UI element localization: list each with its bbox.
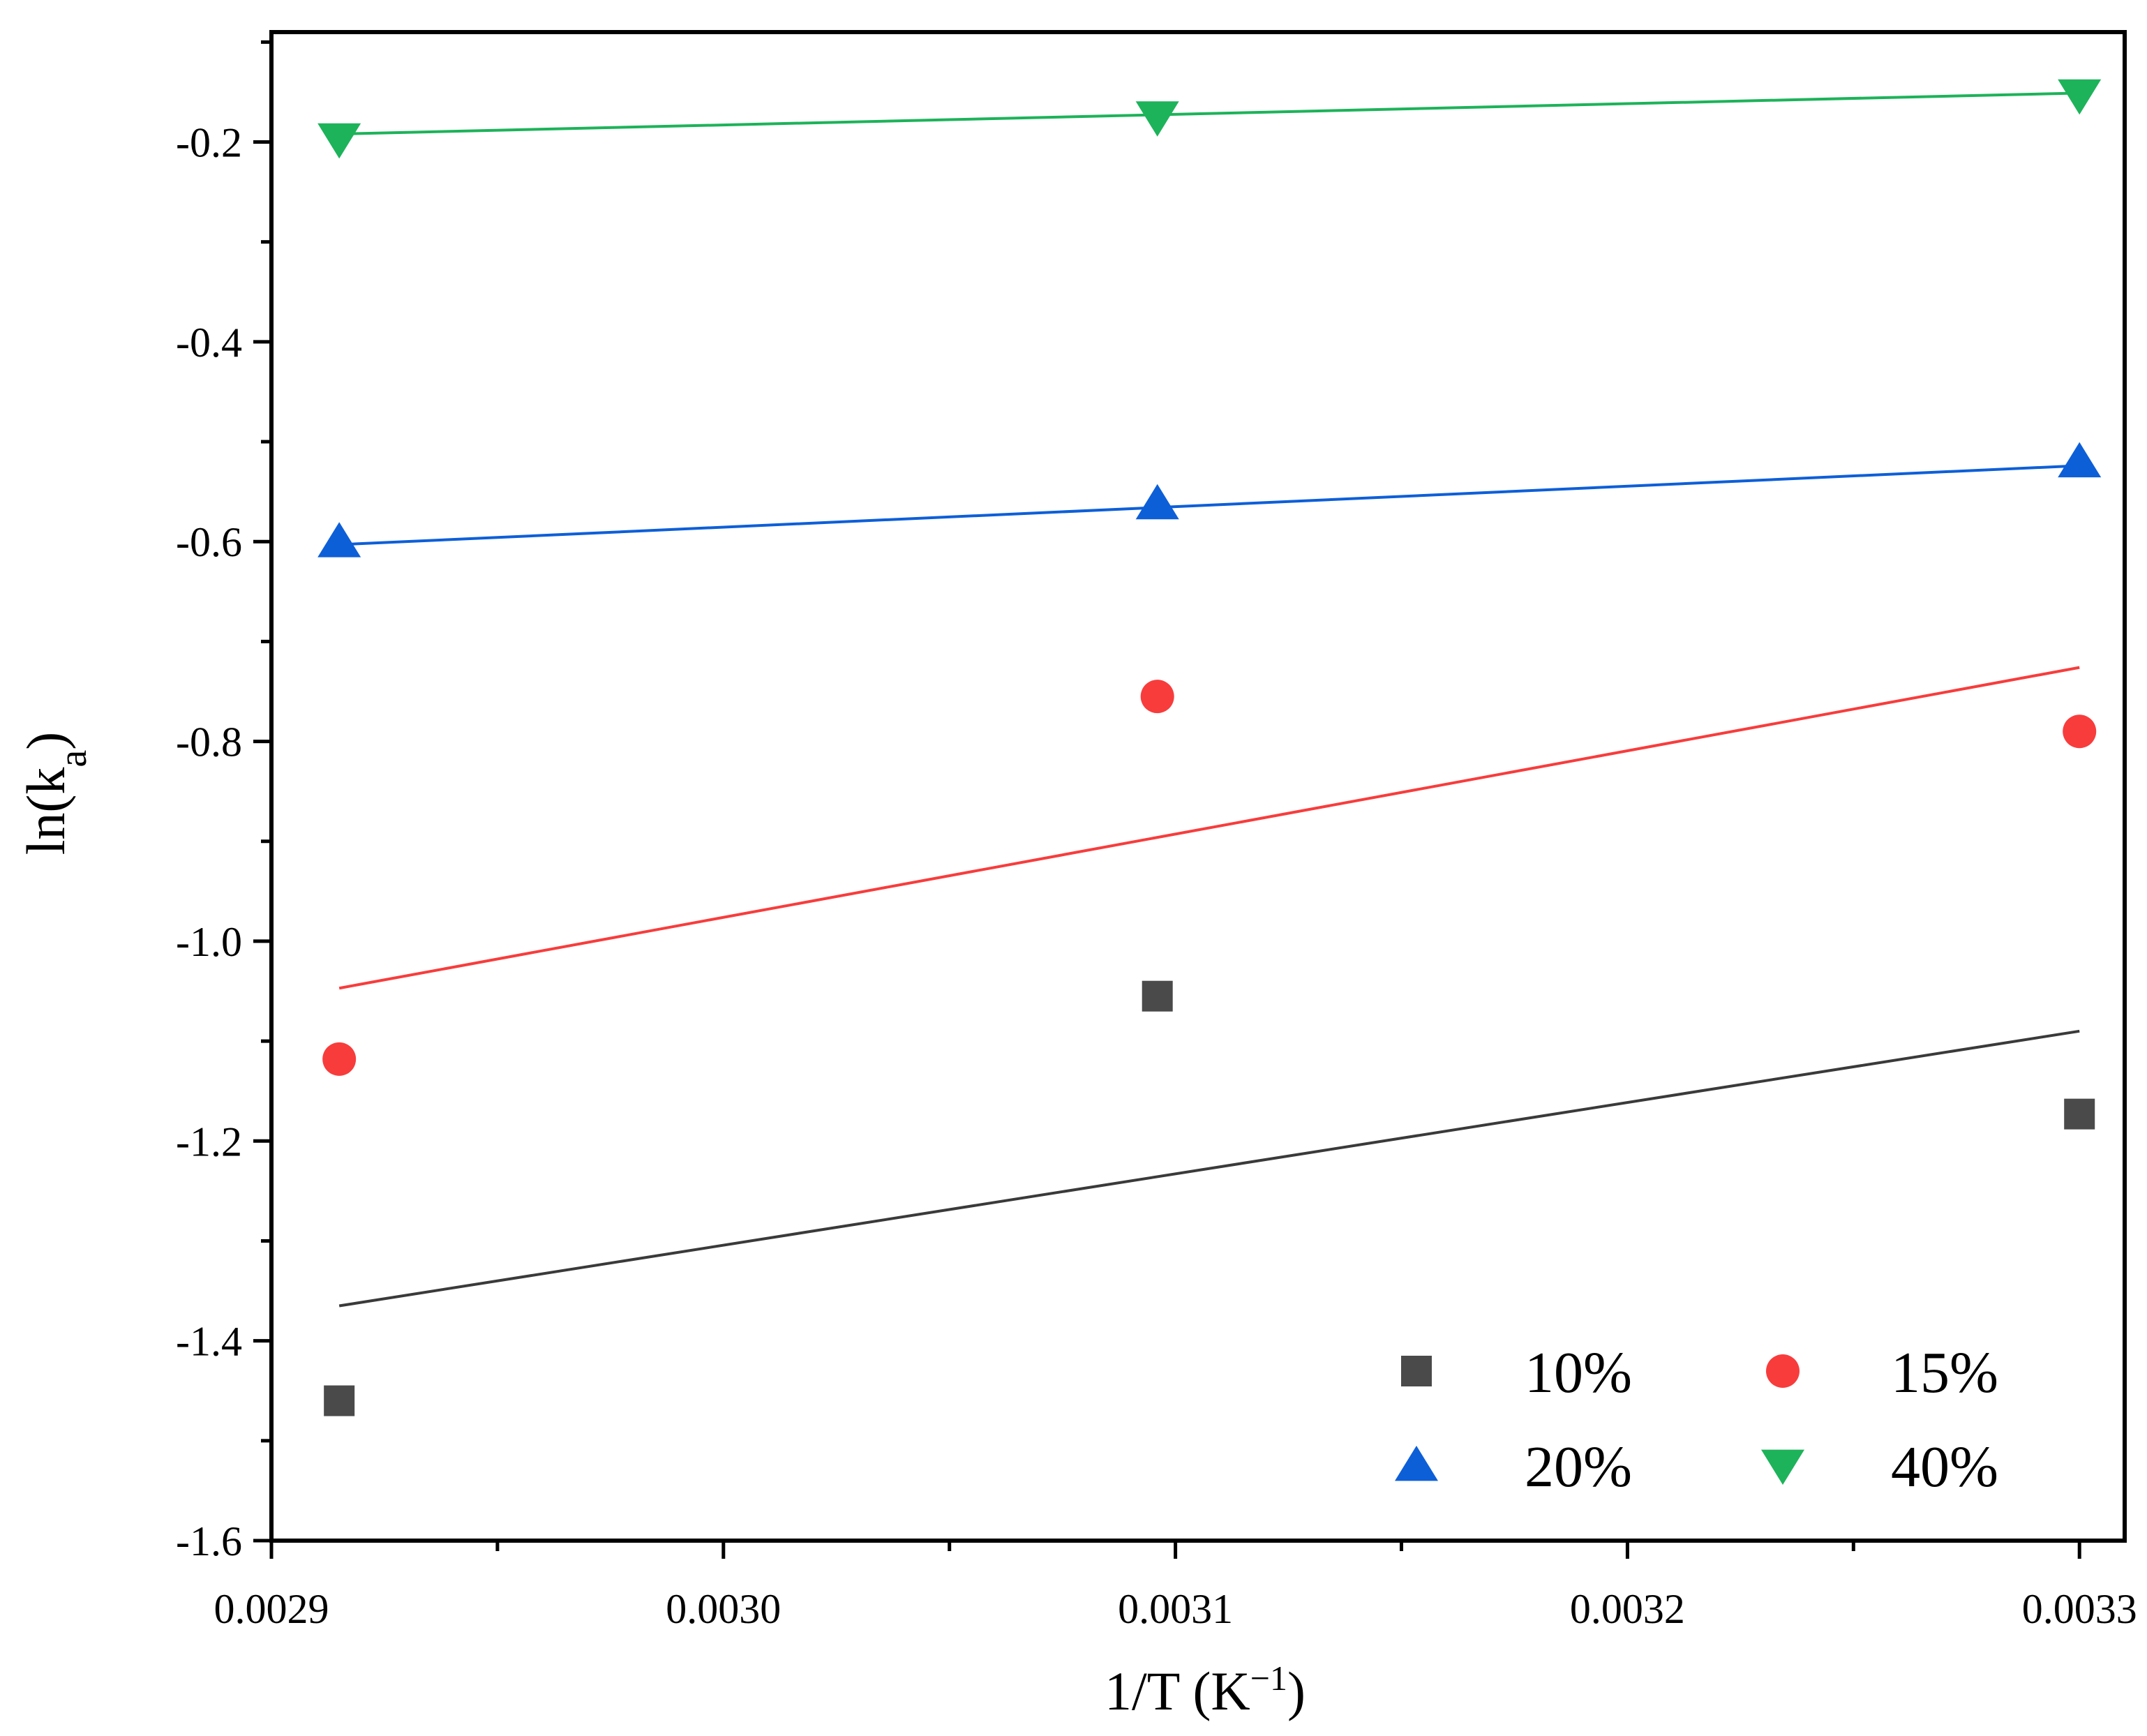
legend-label-40pct: 40% [1891,1435,1998,1499]
y-tick-label: -1.6 [176,1518,242,1564]
data-point-15pct [2063,714,2096,748]
data-point-10pct [2064,1099,2095,1130]
y-tick-label: -1.0 [176,919,242,965]
chart-svg: 0.0029 0.0030 0.0031 0.0032 0.0033 -1.6 -1.4 -… [0,0,2147,1736]
legend-label-20pct: 20% [1525,1435,1632,1499]
legend-marker-10pct [1401,1356,1432,1386]
y-tick-label: -1.4 [176,1319,242,1365]
legend-marker-15pct [1766,1354,1800,1388]
y-tick-label: -0.8 [176,719,242,765]
x-axis-title-main: 1/T (K [1105,1661,1250,1721]
legend-label-15pct: 15% [1891,1340,1998,1405]
x-tick-label: 0.0031 [1118,1586,1233,1632]
y-axis-title-subscript: a [52,750,95,768]
x-axis-title-superscript: −1 [1250,1659,1287,1698]
chart-background [0,0,2147,1736]
y-tick-label: -0.2 [176,119,242,165]
data-point-10pct [324,1386,354,1416]
data-point-15pct [322,1042,356,1076]
y-tick-label: -1.2 [176,1118,242,1165]
y-axis-title-close: ) [15,732,76,750]
data-point-15pct [1141,680,1174,713]
y-tick-label: -0.4 [176,320,242,366]
x-tick-label: 0.0030 [666,1586,781,1632]
chart: 0.0029 0.0030 0.0031 0.0032 0.0033 -1.6 -1.4 -… [0,0,2147,1736]
y-tick-label: -0.6 [176,519,242,565]
x-tick-label: 0.0032 [1570,1586,1685,1632]
x-tick-label: 0.0029 [214,1586,329,1632]
x-axis-title-close: ) [1287,1661,1306,1721]
y-axis-title-main: ln(k [15,768,76,855]
legend-label-10pct: 10% [1525,1340,1632,1405]
data-point-10pct [1142,981,1173,1012]
x-tick-label: 0.0033 [2022,1586,2137,1632]
